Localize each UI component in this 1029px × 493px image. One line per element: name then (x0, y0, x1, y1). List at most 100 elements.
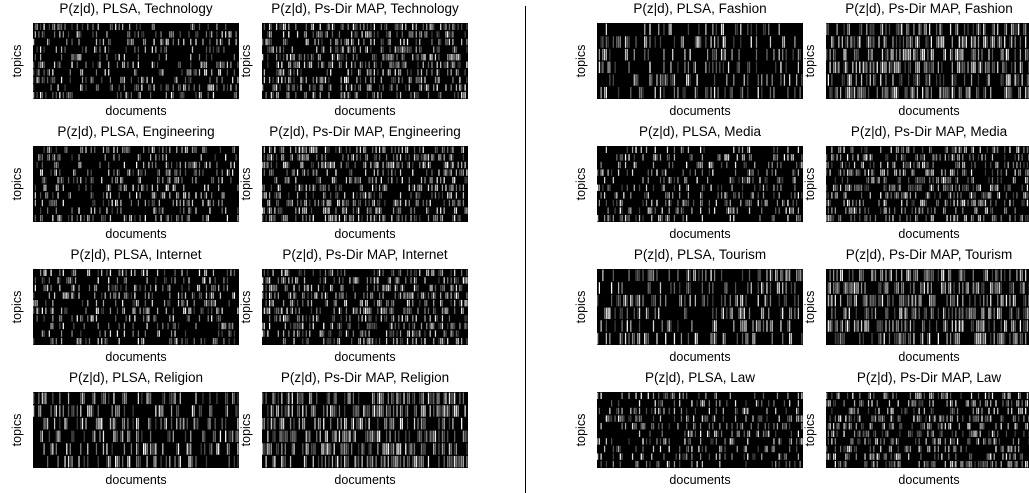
heatmap-cell (708, 61, 710, 74)
heatmap-cell (864, 282, 866, 294)
heatmap-cell (377, 207, 379, 214)
heatmap-cell (282, 338, 285, 345)
heatmap-cell (108, 277, 110, 284)
heatmap-cell (448, 54, 451, 61)
heatmap-cell (906, 161, 908, 169)
heatmap-cell (930, 307, 933, 320)
heatmap-cell (976, 184, 978, 191)
heatmap-cell (946, 184, 948, 191)
heatmap-cell (378, 292, 381, 299)
heatmap-cell (81, 23, 84, 30)
heatmap-cell (382, 292, 384, 299)
heatmap-cell (186, 215, 188, 222)
heatmap-cell (915, 192, 917, 199)
heatmap-cell (137, 31, 140, 38)
heatmap-cell (361, 192, 363, 199)
heatmap-cell (359, 417, 362, 430)
heatmap-cell (450, 392, 452, 405)
heatmap-cell (995, 161, 997, 169)
heatmap-cell (345, 455, 348, 468)
heatmap-cell (392, 455, 395, 468)
heatmap-cell (920, 48, 922, 61)
y-axis-label: topics (10, 413, 24, 447)
heatmap-cell (109, 269, 112, 276)
heatmap-cell (111, 199, 113, 207)
heatmap-cell (275, 405, 278, 417)
heatmap-cell (102, 430, 105, 443)
heatmap-cell (167, 284, 169, 292)
heatmap-cell (762, 184, 765, 191)
heatmap-cell (92, 199, 94, 207)
heatmap-cell (267, 54, 269, 61)
heatmap-cell (881, 23, 884, 36)
heatmap-cell (344, 199, 346, 207)
heatmap-cell (885, 307, 887, 320)
heatmap-cell (204, 338, 206, 345)
heatmap-cell (881, 61, 884, 74)
heatmap-cell (834, 184, 836, 191)
heatmap-cell (955, 307, 957, 320)
heatmap-cell (202, 61, 204, 68)
heatmap-cell (277, 392, 279, 405)
heatmap-cell (461, 161, 463, 169)
heatmap-cell (184, 338, 187, 345)
heatmap-cell (218, 284, 220, 292)
heatmap-cell (232, 169, 234, 176)
heatmap-cell (960, 192, 962, 199)
heatmap-cell (365, 169, 367, 176)
heatmap-cell (984, 86, 987, 99)
heatmap-cell (59, 277, 61, 284)
heatmap-cell (323, 322, 325, 330)
heatmap-cell (102, 215, 105, 222)
heatmap-cell (597, 184, 599, 191)
heatmap-cell (426, 269, 428, 276)
heatmap-cell (443, 161, 445, 169)
heatmap-cell (136, 455, 138, 468)
heatmap-cell (630, 192, 632, 199)
heatmap-cell (158, 54, 160, 61)
heatmap-cell (368, 322, 370, 330)
heatmap-cell (991, 23, 994, 36)
heatmap-cell (200, 92, 202, 99)
heatmap-cell (869, 23, 871, 36)
heatmap-cell (363, 23, 365, 30)
heatmap-cell (232, 392, 234, 405)
heatmap-cell (378, 184, 381, 191)
heatmap-cell (370, 292, 372, 299)
heatmap-cell (398, 69, 400, 76)
heatmap-cell (741, 154, 744, 161)
heatmap-cell (419, 46, 421, 53)
heatmap-cell (862, 61, 864, 74)
heatmap-cell (281, 277, 283, 284)
heatmap-cell (871, 23, 873, 36)
heatmap-cell (440, 292, 442, 299)
heatmap-cell (359, 177, 362, 184)
heatmap-cell (852, 36, 854, 48)
heatmap-cell (211, 292, 213, 299)
heatmap-cell (720, 269, 723, 282)
heatmap-cell (443, 177, 445, 184)
heatmap-cell (282, 455, 285, 468)
heatmap-cell (913, 184, 915, 191)
heatmap-cell (1005, 48, 1008, 61)
heatmap-cell (64, 417, 66, 430)
heatmap-cell (417, 292, 419, 299)
heatmap-cell (392, 199, 395, 207)
heatmap-cell (219, 61, 222, 68)
heatmap-cell (1005, 61, 1008, 74)
heatmap-cell (366, 23, 369, 30)
heatmap-cell (948, 282, 950, 294)
heatmap-cell (436, 31, 438, 38)
heatmap-cell (623, 192, 625, 199)
heatmap-cell (380, 61, 382, 68)
heatmap-cell (108, 38, 110, 46)
heatmap-cell (852, 154, 854, 161)
heatmap-cell (288, 292, 290, 299)
heatmap-cell (953, 199, 955, 207)
heatmap-cell (219, 315, 222, 322)
heatmap-cell (846, 282, 849, 294)
heatmap-cell (857, 282, 859, 294)
heatmap-cell (38, 154, 40, 161)
heatmap-cell (36, 46, 38, 53)
heatmap-cell (298, 405, 300, 417)
